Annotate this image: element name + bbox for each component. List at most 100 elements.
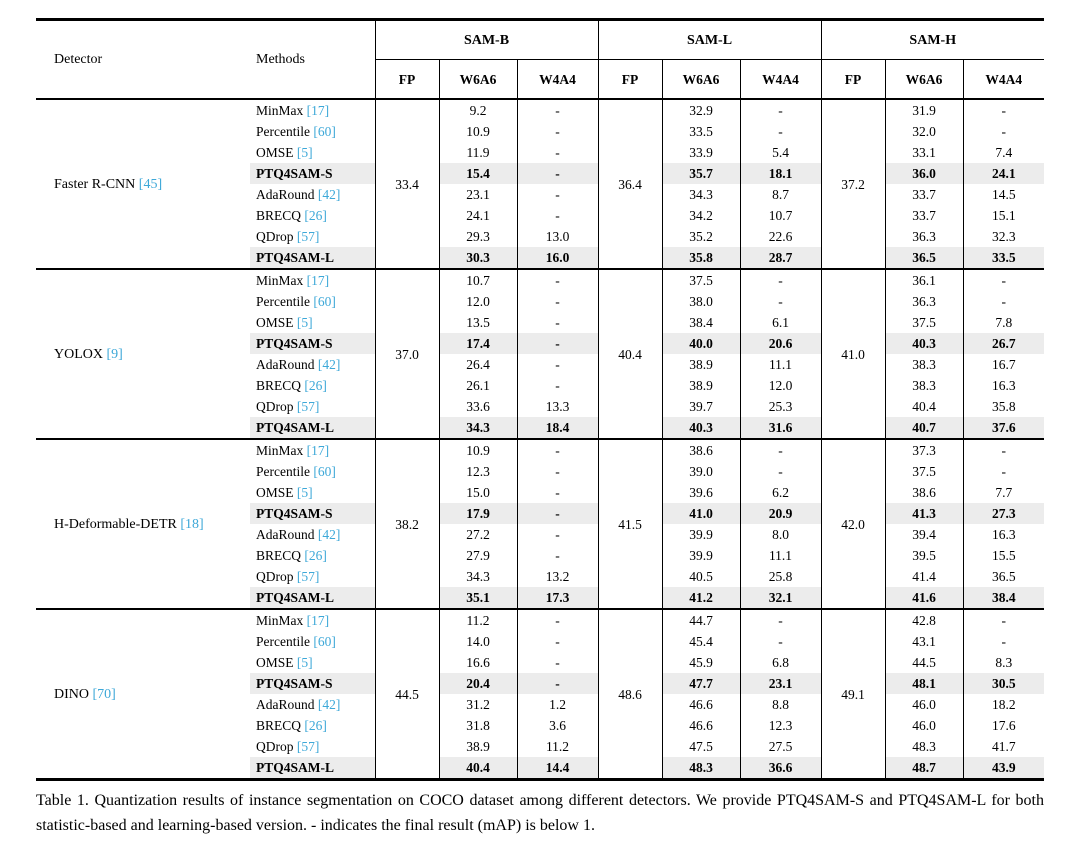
citation-link[interactable]: [9]	[106, 346, 123, 362]
citation-link[interactable]: [57]	[296, 399, 320, 414]
w4a4-value: 13.0	[516, 226, 598, 247]
citation-link[interactable]: [17]	[306, 273, 330, 288]
method-row: OMSE [5] 11.9- 33.9 5.4 33.1 7.4	[36, 142, 1045, 163]
w6a6-value: 33.5	[661, 121, 740, 142]
citation-link[interactable]: [57]	[296, 739, 320, 754]
method-row: AdaRound [42] 31.2 1.2 46.6 8.8 46.0 18.2	[36, 694, 1045, 715]
w6a6-value: 48.1	[884, 673, 963, 694]
citation-link[interactable]: [42]	[317, 697, 341, 712]
w4a4-value: -	[516, 438, 598, 461]
citation-link[interactable]: [17]	[306, 103, 330, 118]
label-text: OMSE	[256, 315, 294, 330]
w4a4-value: -	[516, 673, 598, 694]
w6a6-value: 34.3	[438, 417, 517, 439]
w6a6-value: 44.7	[661, 608, 740, 631]
w6a6-value: 37.3	[884, 438, 963, 461]
w6a6-value: 38.3	[884, 375, 963, 396]
w6a6-value: 9.2	[438, 98, 517, 121]
sam-l-header: SAM-L	[597, 19, 821, 60]
label-text: MinMax	[256, 613, 304, 628]
label-text: Percentile	[256, 634, 310, 649]
citation-link[interactable]: [5]	[296, 145, 313, 160]
citation-link[interactable]: [60]	[313, 124, 336, 139]
citation-link[interactable]: [60]	[313, 294, 336, 309]
citation-link[interactable]: [26]	[304, 378, 327, 393]
col-header-w6a6: W6A6	[438, 59, 517, 100]
method-row: BRECQ [26] 24.1- 34.2 10.7 33.7 15.1	[36, 205, 1045, 226]
w4a4-value: 18.1	[739, 163, 821, 184]
method-name: Percentile [60]	[250, 461, 375, 482]
w6a6-value: 45.9	[661, 652, 740, 673]
w6a6-value: 40.7	[884, 417, 963, 439]
citation-link[interactable]: [60]	[313, 464, 336, 479]
highlighted-method-row: PTQ4SAM-L 35.1 17.3 41.2 32.1 41.6 38.4	[36, 587, 1045, 609]
w6a6-value: 35.8	[661, 247, 740, 269]
label-text: BRECQ	[256, 378, 302, 393]
w4a4-value: 3.6	[516, 715, 598, 736]
w6a6-value: 38.9	[661, 354, 740, 375]
method-row: YOLOX [9] MinMax [17] 37.0 10.7-40.4 37.5-41…	[36, 268, 1045, 439]
method-name: OMSE [5]	[250, 652, 375, 673]
w4a4-value: 38.4	[962, 587, 1045, 609]
w6a6-value: 36.3	[884, 226, 963, 247]
w6a6-value: 33.7	[884, 184, 963, 205]
citation-link[interactable]: [5]	[296, 485, 313, 500]
w6a6-value: 38.4	[661, 312, 740, 333]
label-text: BRECQ	[256, 548, 302, 563]
w4a4-value: 15.1	[962, 205, 1045, 226]
w4a4-value: 6.1	[739, 312, 821, 333]
citation-link[interactable]: [42]	[317, 357, 341, 372]
w6a6-value: 11.9	[438, 142, 517, 163]
citation-link[interactable]: [5]	[296, 315, 313, 330]
citation-link[interactable]: [17]	[306, 613, 330, 628]
w4a4-value: 7.4	[962, 142, 1045, 163]
citation-link[interactable]: [18]	[180, 516, 204, 532]
w4a4-value: -	[962, 121, 1045, 142]
method-row: Percentile [60] 12.0-38.0-36.3-	[36, 291, 1045, 312]
citation-link[interactable]: [70]	[92, 686, 116, 702]
method-row: QDrop [57] 34.3 13.2 40.5 25.8 41.4 36.5	[36, 566, 1045, 587]
w4a4-value: 18.2	[962, 694, 1045, 715]
w4a4-value: 43.9	[962, 757, 1045, 780]
citation-link[interactable]: [42]	[317, 527, 341, 542]
label-text: OMSE	[256, 145, 294, 160]
w4a4-value: -	[962, 291, 1045, 312]
citation-link[interactable]: [26]	[304, 548, 327, 563]
citation-link[interactable]: [60]	[313, 634, 336, 649]
citation-link[interactable]: [26]	[304, 208, 327, 223]
method-name: MinMax [17]	[250, 438, 375, 461]
label-text: BRECQ	[256, 208, 302, 223]
citation-link[interactable]: [57]	[296, 229, 320, 244]
w4a4-value: 37.6	[962, 417, 1045, 439]
method-name: PTQ4SAM-S	[250, 673, 375, 694]
w4a4-value: -	[739, 98, 821, 121]
citation-link[interactable]: [45]	[138, 176, 163, 192]
method-row: Faster R-CNN [45] MinMax [17] 33.4 9.2-36.4…	[36, 98, 1045, 269]
w6a6-value: 39.4	[884, 524, 963, 545]
citation-link[interactable]: [42]	[317, 187, 341, 202]
citation-link[interactable]: [17]	[306, 443, 330, 458]
method-name: Percentile [60]	[250, 631, 375, 652]
w4a4-value: 16.7	[962, 354, 1045, 375]
w6a6-value: 38.0	[661, 291, 740, 312]
method-name: AdaRound [42]	[250, 354, 375, 375]
w4a4-value: 27.5	[739, 736, 821, 757]
w4a4-value: -	[739, 438, 821, 461]
w4a4-value: -	[516, 608, 598, 631]
w6a6-value: 36.3	[884, 291, 963, 312]
w6a6-value: 40.4	[884, 396, 963, 417]
w6a6-value: 46.0	[884, 694, 963, 715]
citation-link[interactable]: [26]	[304, 718, 327, 733]
w4a4-value: -	[739, 631, 821, 652]
label-text: PTQ4SAM-S	[256, 336, 333, 351]
citation-link[interactable]: [57]	[296, 569, 320, 584]
label-text: AdaRound	[256, 357, 315, 372]
w6a6-value: 41.6	[884, 587, 963, 609]
w4a4-value: 22.6	[739, 226, 821, 247]
w6a6-value: 31.8	[438, 715, 517, 736]
w4a4-value: 25.8	[739, 566, 821, 587]
citation-link[interactable]: [5]	[296, 655, 313, 670]
w6a6-value: 36.5	[884, 247, 963, 269]
detector-column-header: Detector	[36, 19, 250, 100]
